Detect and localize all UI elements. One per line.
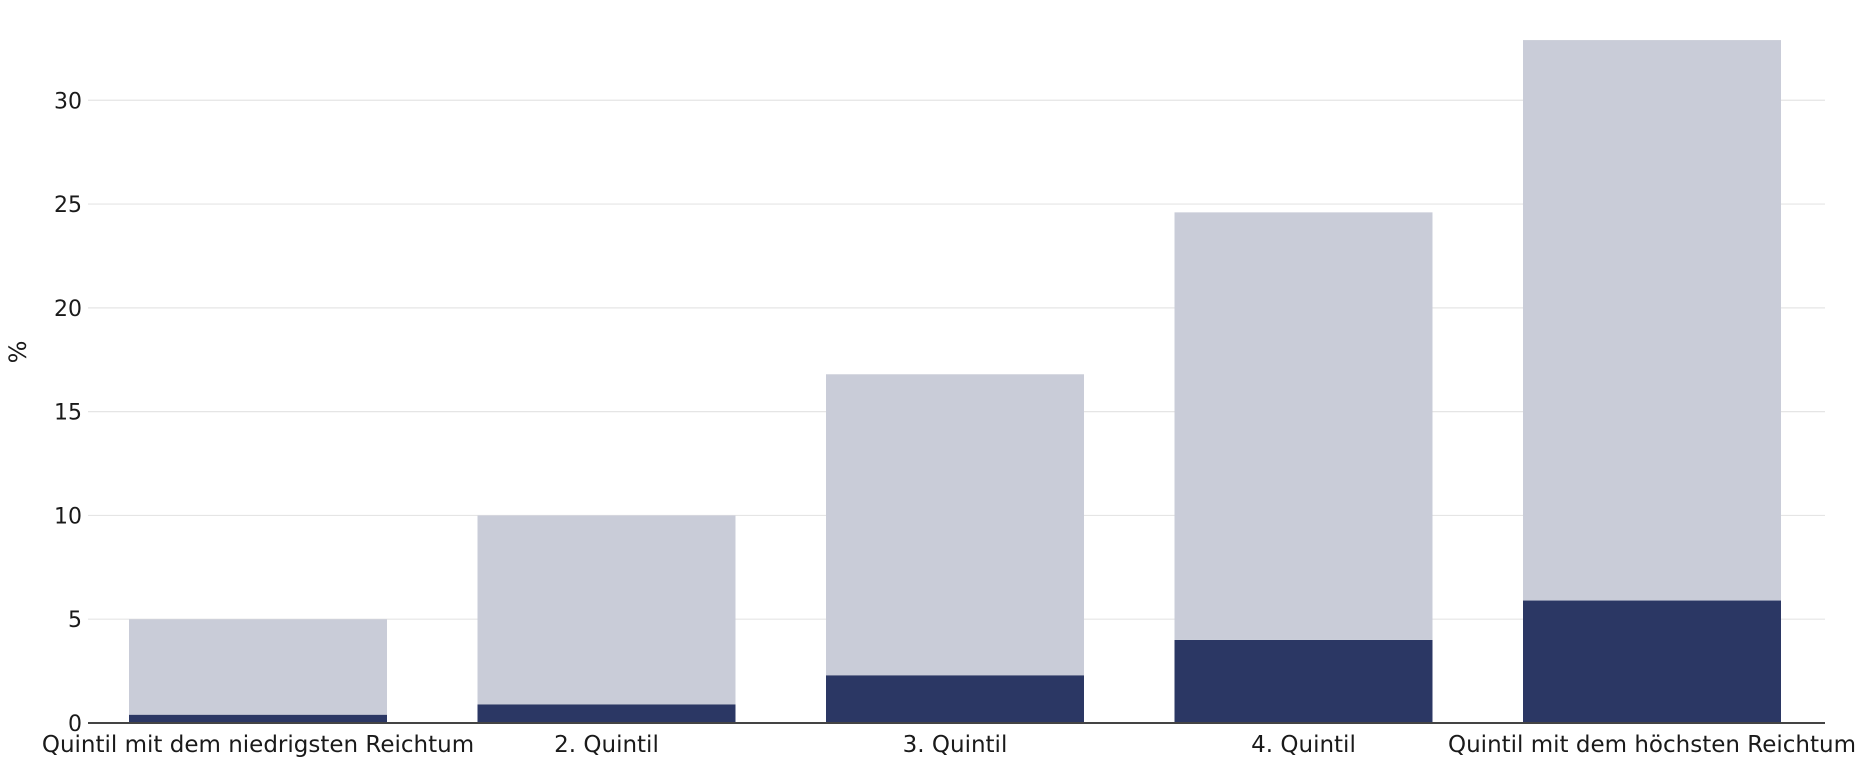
bar-segment-series-0: [129, 714, 387, 723]
x-category-label: Quintil mit dem höchsten Reichtum: [1448, 732, 1856, 758]
y-axis-ticks: 0 5 10 15 20 25 30: [54, 89, 82, 737]
y-axis-title: %: [4, 341, 32, 364]
x-category-label: 4. Quintil: [1251, 732, 1356, 758]
y-tick-label: 5: [68, 608, 82, 633]
y-tick-label: 15: [54, 401, 82, 426]
bar-segment-series-1: [1523, 40, 1781, 601]
bars: [129, 40, 1781, 723]
bar-segment-series-0: [1523, 600, 1781, 723]
x-category-label: 3. Quintil: [903, 732, 1008, 758]
bar-segment-series-1: [1174, 212, 1433, 640]
bar-segment-series-1: [477, 515, 736, 705]
y-tick-label: 0: [68, 712, 82, 737]
x-axis-labels: Quintil mit dem niedrigsten Reichtum 2. Q…: [42, 732, 1856, 758]
bar-segment-series-0: [1174, 639, 1433, 723]
bar-segment-series-0: [477, 704, 736, 723]
x-category-label: 2. Quintil: [554, 732, 659, 758]
y-tick-label: 25: [54, 193, 82, 218]
y-tick-label: 20: [54, 297, 82, 322]
y-tick-label: 10: [54, 504, 82, 529]
x-category-label: Quintil mit dem niedrigsten Reichtum: [42, 732, 474, 758]
bar-segment-series-1: [129, 619, 387, 715]
y-tick-label: 30: [54, 89, 82, 114]
bar-segment-series-1: [826, 374, 1084, 676]
bar-segment-series-0: [826, 675, 1084, 723]
